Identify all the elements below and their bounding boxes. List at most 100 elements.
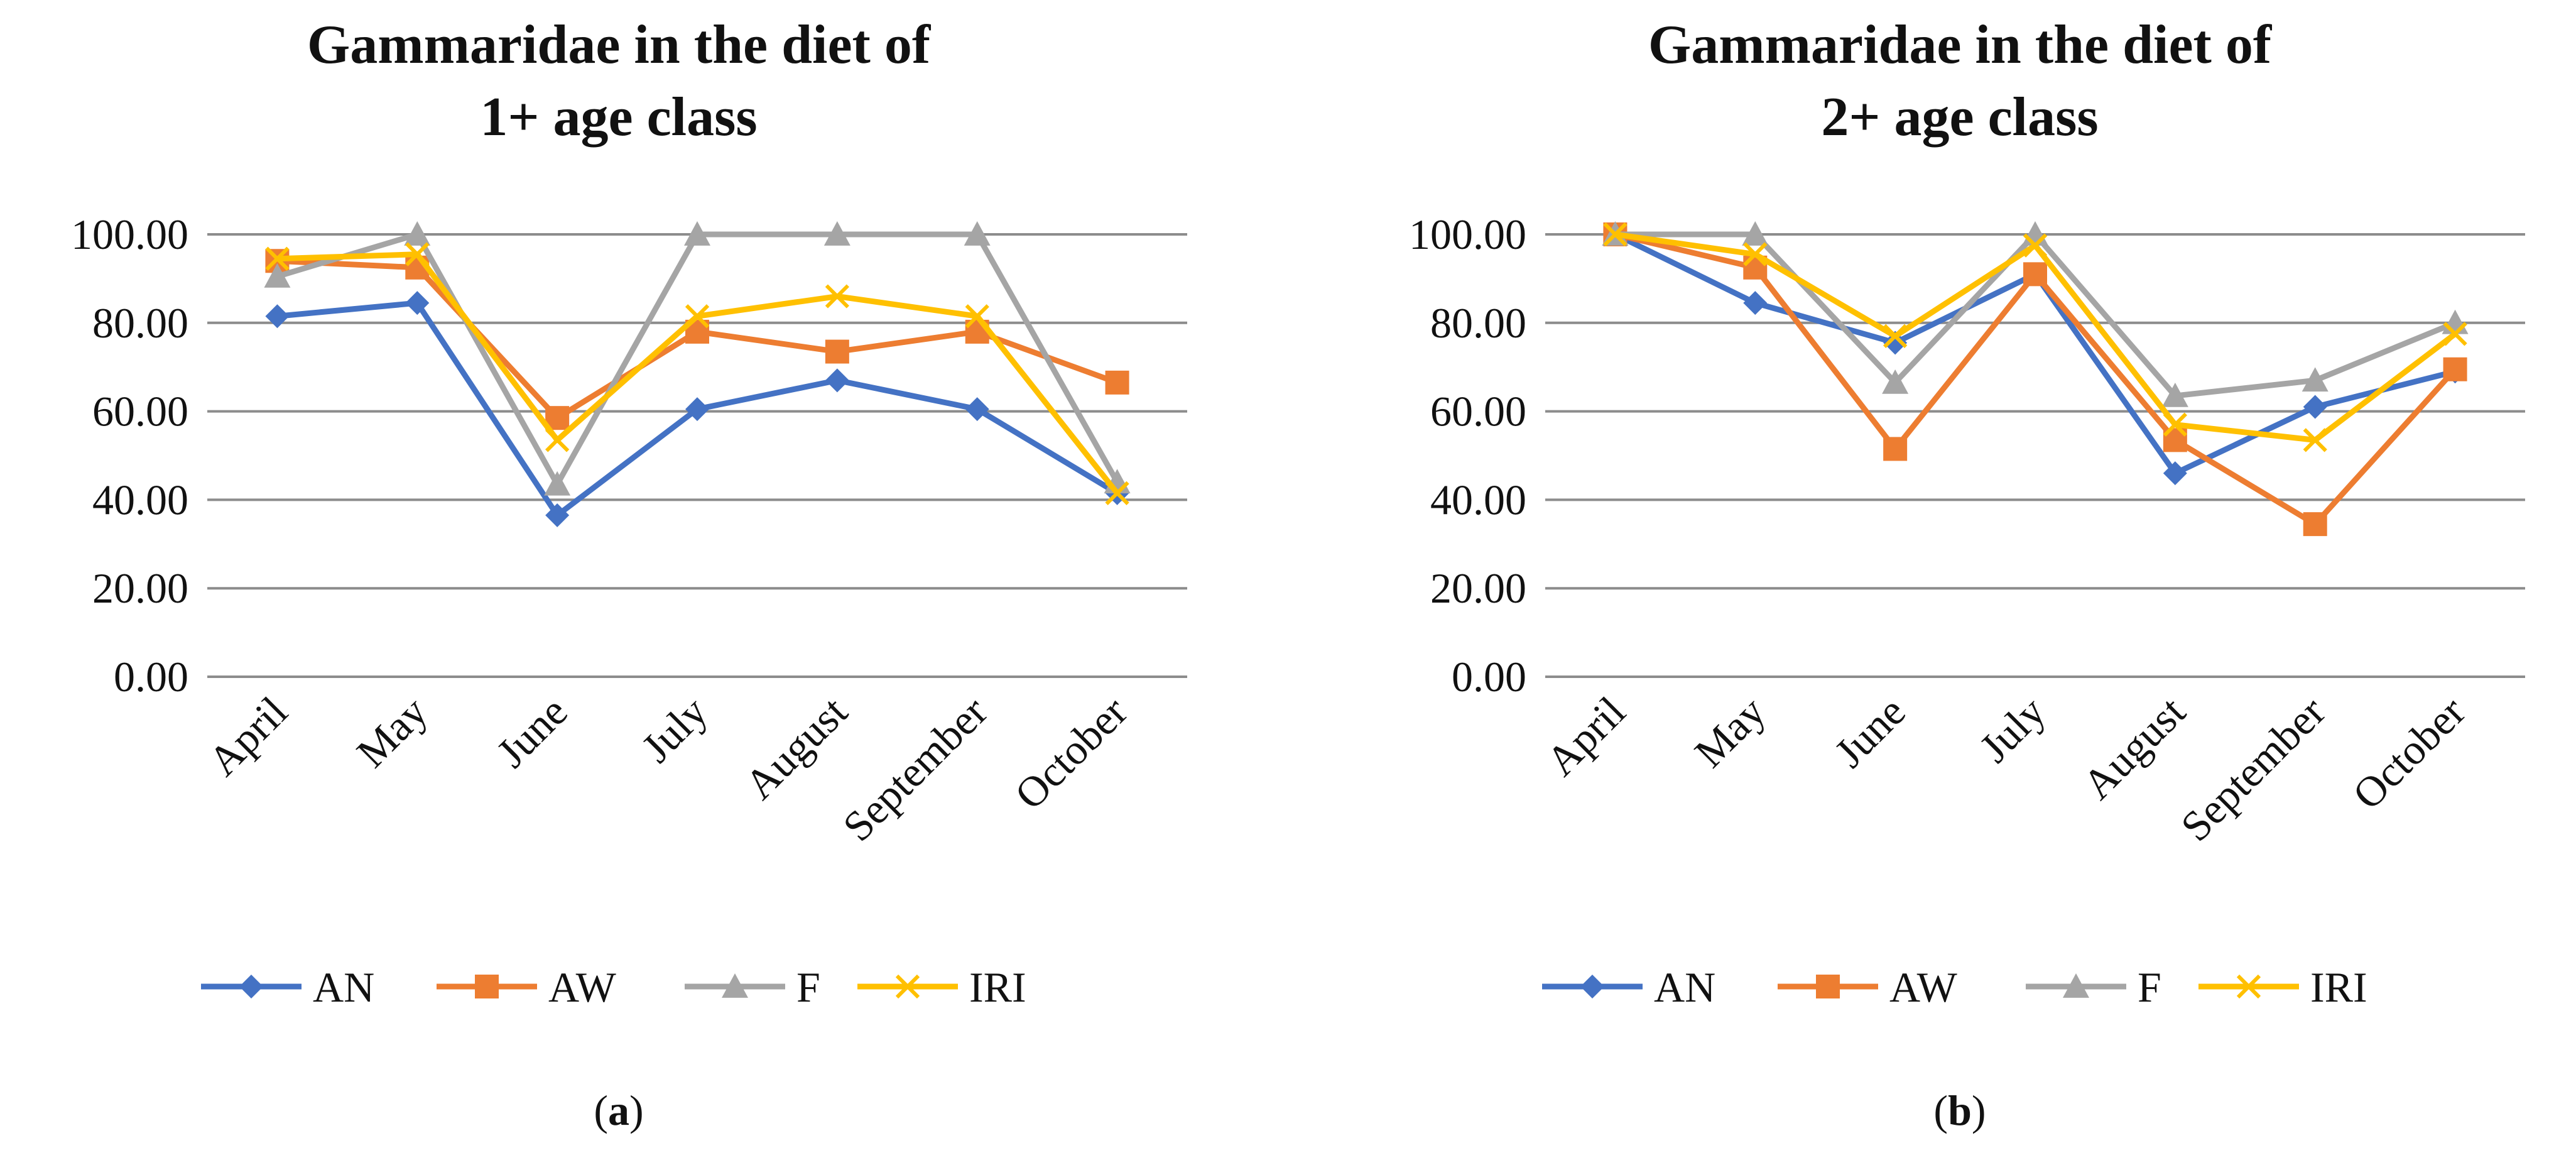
data-point-IRI-stroke-2: [685, 304, 710, 329]
data-point-IRI: [685, 304, 710, 329]
data-point-AN: [685, 397, 709, 422]
panel-label-close: ): [1972, 1086, 1986, 1134]
data-point-AW: [2303, 512, 2327, 537]
data-point-IRI-stroke-2: [2303, 428, 2327, 452]
data-point-IRI-stroke-2: [825, 284, 849, 309]
data-point-AN: [965, 397, 989, 422]
legend: AN AW F IRI: [1542, 963, 2367, 1011]
data-point-F: [2161, 382, 2188, 407]
panel-label-letter: a: [608, 1086, 629, 1134]
series-IRI: [1603, 222, 2467, 452]
legend-item-IRI: IRI: [857, 963, 1026, 1011]
data-point-IRI: [2303, 428, 2327, 452]
legend-marker-AN: [239, 975, 263, 998]
data-point-AW: [1883, 437, 1908, 461]
chart-title-line-2: 2+ age class: [1821, 87, 2098, 148]
chart-title-line-1: Gammaridae in the diet of: [1648, 14, 2273, 75]
data-point-AN: [545, 503, 570, 528]
data-point-IRI: [1105, 481, 1129, 505]
data-point-IRI-stroke-2: [2443, 322, 2467, 346]
legend-label: F: [796, 963, 820, 1011]
data-point-IRI: [1743, 242, 1768, 266]
y-tick-label: 20.00: [1430, 564, 1526, 612]
legend: AN AW F IRI: [201, 963, 1026, 1011]
series-IRI: [265, 242, 1129, 505]
data-point-IRI: [965, 304, 989, 329]
panel-label: (b): [1933, 1086, 1986, 1134]
y-tick-label: 80.00: [1430, 299, 1526, 347]
data-point-AN: [405, 291, 430, 315]
y-tick-label: 0.00: [114, 653, 188, 701]
legend-item-AN: AN: [1542, 963, 1715, 1011]
data-point-IRI-stroke-2: [1105, 481, 1129, 505]
data-point-IRI: [1883, 324, 1908, 349]
legend-item-F: F: [2026, 963, 2161, 1011]
panel-label: (a): [594, 1086, 643, 1134]
legend-label: AN: [1654, 963, 1715, 1011]
data-point-IRI: [1603, 222, 1628, 247]
legend-marker-IRI: [2236, 974, 2261, 999]
data-point-AN: [825, 368, 849, 393]
y-tick-label: 100.00: [1409, 211, 1526, 258]
data-point-IRI: [2023, 233, 2048, 258]
y-tick-label: 20.00: [92, 564, 188, 612]
data-point-AN: [1743, 291, 1768, 315]
legend-item-AW: AW: [437, 963, 617, 1011]
data-point-IRI: [405, 242, 430, 266]
panel-label-close: ): [629, 1086, 644, 1134]
legend-label: IRI: [969, 963, 1026, 1011]
legend-label: IRI: [2310, 963, 2367, 1011]
legend-marker-F: [722, 973, 748, 998]
data-point-F: [684, 221, 710, 246]
legend-item-AN: AN: [201, 963, 374, 1011]
data-point-AW: [825, 339, 849, 364]
data-point-IRI: [2443, 322, 2467, 346]
data-point-IRI: [2163, 412, 2187, 437]
legend-item-F: F: [685, 963, 820, 1011]
y-tick-label: 40.00: [1430, 476, 1526, 523]
data-point-IRI-stroke-2: [1743, 242, 1768, 266]
legend-marker-AW: [475, 975, 499, 998]
panel-label-letter: b: [1948, 1086, 1972, 1134]
data-point-F: [1742, 221, 1769, 246]
legend-label: AW: [1889, 963, 1958, 1011]
data-point-IRI-stroke-2: [405, 242, 430, 266]
data-point-F: [544, 471, 571, 496]
data-point-IRI-stroke-2: [2163, 412, 2187, 437]
legend-marker-AN: [1580, 975, 1604, 998]
legend-marker-IRI-stroke-2: [895, 974, 920, 999]
data-point-IRI: [265, 246, 290, 271]
legend-marker-IRI-stroke-2: [2236, 974, 2261, 999]
data-point-F: [823, 221, 851, 246]
chart-title-line-2: 1+ age class: [480, 87, 757, 148]
y-tick-label: 40.00: [92, 476, 188, 523]
data-point-AW: [1105, 370, 1129, 395]
data-point-AN: [2303, 395, 2327, 419]
data-point-AW: [2023, 262, 2047, 287]
y-tick-label: 0.00: [1452, 653, 1526, 701]
y-tick-label: 60.00: [92, 388, 188, 435]
data-point-AN: [1883, 331, 1908, 355]
data-point-IRI-stroke-2: [1603, 222, 1628, 247]
panel-label-open: (: [594, 1086, 608, 1134]
data-point-IRI: [545, 428, 570, 452]
y-tick-label: 100.00: [71, 211, 188, 258]
data-point-IRI-stroke-2: [265, 246, 290, 271]
data-point-IRI-stroke-2: [1883, 324, 1908, 349]
data-point-F: [264, 263, 291, 288]
data-point-IRI-stroke-2: [965, 304, 989, 329]
data-point-IRI-stroke-2: [2023, 233, 2048, 258]
series-AN: [265, 291, 1129, 528]
data-point-F: [1882, 369, 1909, 394]
data-point-IRI-stroke-2: [545, 428, 570, 452]
data-point-F: [404, 221, 431, 246]
legend-item-IRI: IRI: [2198, 963, 2367, 1011]
legend-marker-F: [2063, 973, 2089, 998]
data-point-IRI: [825, 284, 849, 309]
legend-label: F: [2138, 963, 2161, 1011]
data-point-F: [964, 221, 991, 246]
legend-marker-IRI: [895, 974, 920, 999]
panel-label-open: (: [1933, 1086, 1948, 1134]
